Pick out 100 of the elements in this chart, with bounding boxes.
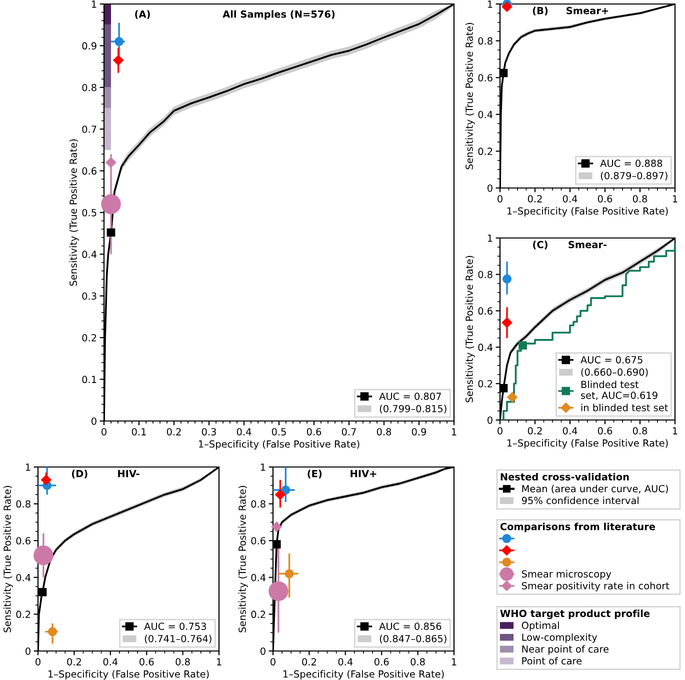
chart-title: Smear+	[566, 6, 608, 14]
y-tick-label: 1	[26, 464, 30, 471]
x-tick-label: 0.4	[338, 658, 353, 666]
chart-title: Smear-	[568, 240, 607, 248]
y-tick-label: 0.2	[16, 610, 30, 618]
x-tick-label: 0.5	[272, 428, 286, 436]
y-tick-label: 1	[260, 464, 266, 471]
y-tick-label: 0.2	[251, 610, 266, 618]
y-axis-title: Sensitivity (True Positive Rate)	[3, 486, 13, 632]
x-tick-label: 0.4	[103, 658, 118, 666]
x-tick-label: 0.2	[166, 428, 181, 436]
y-tick-label: 0.8	[478, 37, 492, 45]
x-tick-label: 0.8	[632, 195, 648, 202]
y-tick-label: 0.6	[478, 307, 492, 315]
legend-label: 95% confidence interval	[522, 496, 638, 504]
y-tick-label: 0	[26, 647, 30, 655]
y-tick-label: 1	[488, 0, 492, 8]
x-axis-title: 1–Specificity (False Positive Rate)	[283, 670, 444, 680]
legend-label: AUC = 0.675	[580, 356, 642, 364]
y-tick-label: 1	[92, 0, 96, 8]
point	[272, 540, 281, 548]
point	[502, 274, 512, 284]
x-tick-label: 0.6	[374, 658, 389, 666]
point	[499, 384, 508, 392]
y-tick-label: 0.6	[251, 537, 266, 544]
legend-label: (0.741–0.764)	[144, 634, 212, 644]
x-tick-label: 0	[498, 195, 502, 202]
x-tick-label: 0.4	[236, 428, 252, 436]
legend-label: (0.847–0.865)	[380, 634, 446, 644]
x-tick-label: 0.3	[202, 428, 216, 436]
y-axis-title: Sensitivity (True Positive Rate)	[69, 139, 79, 286]
legend-label: in blinded test set	[581, 404, 668, 412]
point	[284, 569, 294, 578]
legend-label: (0.660–0.690)	[581, 368, 648, 377]
x-axis-title: 1–Specificity (False Positive Rate)	[507, 439, 668, 449]
y-tick-label: 0.6	[16, 537, 30, 544]
legend-title: WHO target product profile	[500, 610, 650, 620]
x-tick-label: 1	[672, 195, 678, 202]
point	[38, 588, 47, 596]
x-tick-label: 0	[498, 427, 502, 434]
legend-label: (0.879–0.897)	[600, 172, 668, 180]
y-axis-title: Sensitivity (True Positive Rate)	[465, 22, 475, 170]
annotation: (B)	[532, 6, 548, 16]
x-tick-label: 0.8	[632, 427, 648, 434]
x-tick-label: 1	[216, 658, 222, 666]
y-tick-label: 0.8	[478, 270, 492, 278]
x-tick-label: 1	[452, 658, 456, 666]
legend-label: Smear positivity rate in cohort	[522, 582, 670, 592]
legend-label: Optimal	[522, 621, 559, 631]
x-tick-label: 0.6	[598, 195, 612, 202]
legend-label: AUC = 0.753	[144, 622, 206, 630]
x-tick-label: 0.2	[528, 427, 542, 434]
chart-title: HIV+	[350, 470, 376, 478]
x-tick-label: 0.6	[306, 428, 322, 436]
point	[48, 627, 57, 636]
y-tick-label: 0.9	[82, 42, 96, 50]
y-tick-label: 0.7	[82, 126, 96, 133]
x-tick-label: 0.8	[410, 658, 425, 666]
point	[275, 489, 286, 500]
y-tick-label: 0.3	[82, 292, 96, 300]
y-tick-label: 0.6	[82, 167, 96, 175]
legend-label: Low-complexity	[522, 633, 598, 643]
y-tick-label: 0.5	[82, 208, 96, 216]
x-tick-label: 0.2	[528, 195, 542, 202]
legend-label: Mean (area under curve, AUC)	[522, 484, 668, 494]
y-tick-label: 0.2	[478, 148, 492, 156]
x-tick-label: 0.4	[562, 195, 578, 202]
x-axis-title: 1–Specificity (False Positive Rate)	[48, 670, 209, 680]
point	[281, 485, 290, 495]
y-tick-label: 0.4	[478, 344, 493, 352]
point	[41, 474, 52, 485]
point	[507, 392, 518, 402]
x-tick-label: 1	[672, 427, 678, 434]
x-tick-label: 0.4	[562, 427, 578, 434]
x-tick-label: 0.8	[176, 658, 190, 666]
x-tick-label: 0.1	[132, 428, 146, 436]
y-tick-label: 0	[488, 184, 492, 192]
y-tick-label: 0.8	[251, 500, 266, 508]
chart-title: HIV-	[118, 470, 140, 478]
legend-label: Near point of care	[522, 645, 608, 655]
x-tick-label: 0	[36, 658, 40, 666]
y-tick-label: 0.2	[478, 380, 492, 388]
point	[502, 318, 512, 328]
x-tick-label: 0.6	[598, 427, 612, 434]
x-axis-title: 1–Specificity (False Positive Rate)	[507, 207, 668, 217]
x-tick-label: 0.7	[342, 428, 356, 436]
annotation: (C)	[533, 240, 548, 250]
y-tick-label: 0.4	[251, 574, 266, 582]
x-tick-label: 0.2	[302, 658, 316, 666]
legend-label: Point of care	[522, 657, 582, 665]
y-tick-label: 0.4	[478, 110, 493, 118]
point	[502, 2, 512, 12]
y-tick-label: 0	[488, 416, 492, 424]
y-tick-label: 0	[92, 417, 96, 425]
x-tick-label: 0	[270, 658, 276, 666]
y-axis-title: Sensitivity (True Positive Rate)	[238, 486, 248, 632]
point	[518, 341, 527, 350]
legend-title: Nested cross-validation	[500, 472, 629, 480]
x-tick-label: 1	[452, 428, 456, 436]
legend-label: Smear microscopy	[522, 570, 612, 580]
